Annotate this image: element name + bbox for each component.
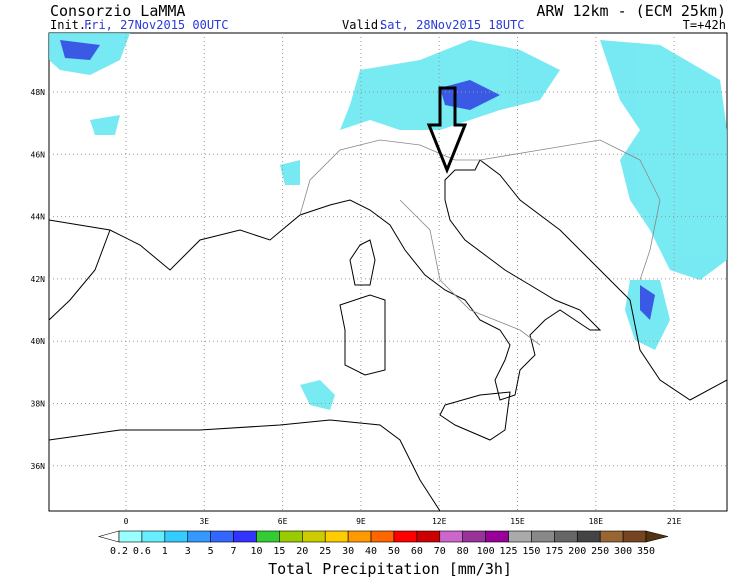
precip-area [600,40,727,280]
legend-swatch [485,530,509,543]
legend-swatch [462,530,486,543]
legend-level: 40 [365,546,377,557]
legend-swatch [256,530,280,543]
legend: 0.2 0.6 1 3 5 7 10 15 20 25 30 40 50 60 70 80 100 125 150 1… [97,530,669,557]
valid-label: Valid: [342,18,385,32]
border [399,199,541,346]
legend-swatch [210,530,234,543]
legend-level: 5 [208,546,214,557]
sicily [439,391,511,441]
lat-label: 48N [31,88,46,97]
borders [299,139,661,346]
init-value: Fri, 27Nov2015 00UTC [84,18,229,32]
legend-swatch [370,530,395,543]
legend-swatch [416,530,441,543]
precip-area [280,160,300,185]
legend-level: 0.6 [133,546,151,557]
legend-swatch [187,530,211,543]
border [299,139,480,216]
lon-label: 6E [278,517,288,526]
legend-level: 100 [477,546,495,557]
legend-level: 125 [499,546,517,557]
arrow [426,86,468,175]
lon-label: 3E [199,517,209,526]
lon-label: 9E [356,517,366,526]
legend-level: 30 [342,546,354,557]
legend-end [645,530,669,543]
corsica [349,239,376,286]
legend-level: 50 [388,546,400,557]
legend-level: 350 [637,546,655,557]
legend-swatch [118,530,143,543]
africa-coast [48,419,441,512]
legend-level: 60 [411,546,423,557]
lat-label: 36N [31,462,46,471]
coastline [48,159,728,401]
lat-label: 38N [31,400,46,409]
legend-swatch [324,530,349,543]
lon-label: 12E [432,517,447,526]
source-title: Consorzio LaMMA [50,2,185,20]
legend-level: 300 [614,546,632,557]
legend-level: 3 [185,546,191,557]
legend-swatch [302,530,326,543]
lon-label: 0 [124,517,129,526]
lead-time: T=+42h [683,18,726,32]
precip-area [640,285,655,320]
precip-area [90,115,120,135]
legend-level: 25 [319,546,331,557]
init-label: Init.: [50,18,93,32]
legend-swatch [233,530,257,543]
lat-label: 46N [31,150,46,159]
legend-level: 0.2 [110,546,128,557]
legend-swatch [141,530,166,543]
legend-swatch [531,530,555,543]
legend-level: 7 [231,546,237,557]
sardinia [339,294,386,376]
axis-labels: 48N 46N 44N 42N 40N 38N 36N 0 3E 6E 9E 12E 15E 18E 21E [31,88,682,526]
legend-end [97,530,120,543]
precip-area [340,40,560,130]
legend-title: Total Precipitation [mm/3h] [268,560,512,578]
legend-swatch [279,530,303,543]
legend-swatch [622,530,647,543]
model-title: ARW 12km - (ECM 25km) [536,2,726,20]
legend-level: 80 [457,546,469,557]
legend-swatch [554,530,578,543]
lon-label: 21E [667,517,682,526]
valid-value: Sat, 28Nov2015 18UTC [380,18,525,32]
legend-level: 1 [162,546,168,557]
map-area [48,32,728,512]
legend-level: 250 [591,546,609,557]
precip-area [60,40,100,60]
legend-swatch [439,530,463,543]
legend-swatch [599,530,624,543]
spain-coast [48,229,111,321]
legend-swatch [576,530,601,543]
legend-level: 20 [296,546,308,557]
lon-label: 15E [510,517,525,526]
lat-label: 40N [31,337,46,346]
legend-level: 10 [250,546,262,557]
legend-level: 150 [522,546,540,557]
precip-area [300,380,335,410]
legend-level: 15 [273,546,285,557]
legend-level: 200 [568,546,586,557]
legend-swatch [164,530,189,543]
lon-label: 18E [589,517,604,526]
legend-swatch [347,530,372,543]
border [479,139,661,281]
lat-label: 42N [31,275,46,284]
legend-level: 70 [434,546,446,557]
legend-swatch [508,530,532,543]
coastlines [48,159,728,512]
graticule [49,33,727,511]
legend-swatch [393,530,418,543]
legend-level: 175 [545,546,563,557]
lat-label: 44N [31,213,46,222]
